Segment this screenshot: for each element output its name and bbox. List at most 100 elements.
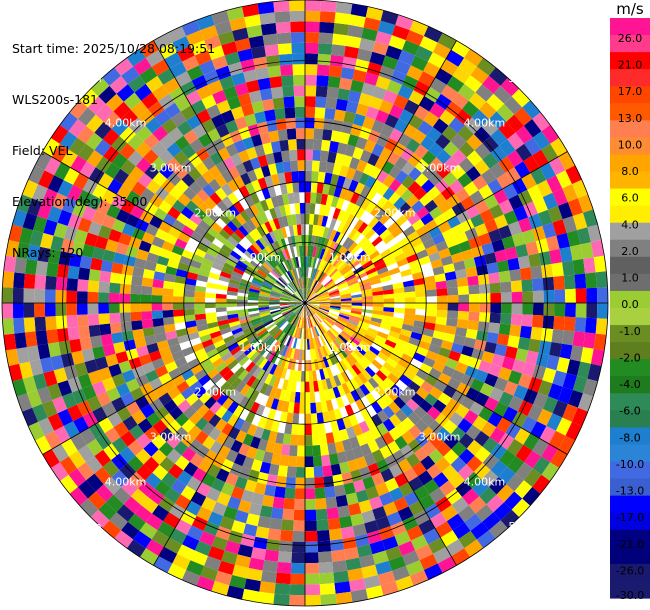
velocity-bin <box>284 107 296 119</box>
velocity-bin <box>507 132 525 150</box>
velocity-bin <box>295 128 305 139</box>
velocity-bin <box>341 211 351 224</box>
velocity-bin <box>350 123 363 137</box>
velocity-bin <box>256 252 267 263</box>
velocity-bin <box>415 45 433 62</box>
velocity-bin <box>295 327 300 339</box>
velocity-bin <box>443 141 459 157</box>
velocity-bin <box>479 101 497 119</box>
velocity-bin <box>325 239 333 251</box>
velocity-bin <box>423 26 443 43</box>
velocity-bin <box>230 216 242 229</box>
velocity-bin <box>269 307 281 311</box>
velocity-bin <box>473 255 487 267</box>
velocity-bin <box>393 496 409 512</box>
velocity-bin <box>354 361 365 373</box>
velocity-bin <box>363 243 375 254</box>
velocity-bin <box>245 361 256 373</box>
velocity-bin <box>355 250 367 261</box>
velocity-bin <box>94 121 112 140</box>
velocity-bin <box>233 175 245 189</box>
velocity-bin <box>491 353 505 367</box>
velocity-bin <box>288 369 295 381</box>
velocity-bin <box>424 374 438 387</box>
velocity-bin <box>372 220 384 233</box>
azimuth-spoke <box>304 302 568 455</box>
velocity-bin <box>308 293 317 301</box>
velocity-bin <box>307 278 311 289</box>
velocity-bin <box>290 348 296 360</box>
velocity-bin <box>283 288 294 295</box>
velocity-bin <box>201 94 217 110</box>
velocity-bin <box>432 266 445 276</box>
velocity-bin <box>344 326 355 335</box>
velocity-bin <box>172 553 191 570</box>
velocity-bin <box>253 324 265 332</box>
velocity-bin <box>305 498 316 510</box>
velocity-bin <box>229 575 247 589</box>
velocity-bin <box>407 438 422 454</box>
velocity-bin <box>37 386 52 404</box>
velocity-bin <box>71 350 85 365</box>
velocity-bin <box>252 366 263 378</box>
velocity-bin <box>419 363 433 375</box>
velocity-bin <box>273 376 281 389</box>
velocity-bin <box>432 42 452 60</box>
velocity-bin <box>388 414 402 428</box>
velocity-bin <box>314 117 325 130</box>
velocity-bin <box>77 217 92 233</box>
velocity-bin <box>45 275 57 290</box>
velocity-bin <box>246 219 257 231</box>
velocity-bin <box>44 430 62 450</box>
velocity-bin <box>416 206 430 220</box>
velocity-bin <box>267 244 277 255</box>
velocity-bin <box>163 399 178 413</box>
colorbar-segment <box>610 512 650 531</box>
velocity-bin <box>175 268 188 278</box>
velocity-bin <box>308 297 319 302</box>
velocity-bin <box>146 412 161 427</box>
velocity-bin <box>360 314 372 321</box>
velocity-bin <box>262 494 275 508</box>
velocity-bin <box>328 410 337 422</box>
velocity-bin <box>136 464 153 481</box>
velocity-bin <box>286 412 294 424</box>
velocity-bin <box>384 257 397 267</box>
velocity-bin <box>145 117 162 134</box>
velocity-bin <box>353 113 366 127</box>
velocity-bin <box>307 328 311 339</box>
velocity-bin <box>546 354 560 371</box>
velocity-bin <box>53 367 68 384</box>
velocity-bin <box>200 565 218 581</box>
velocity-bin <box>440 59 459 76</box>
velocity-bin <box>294 203 301 215</box>
velocity-bin <box>173 289 185 297</box>
velocity-bin <box>181 369 195 381</box>
velocity-bin <box>533 392 548 409</box>
velocity-bin <box>325 355 333 367</box>
velocity-bin <box>305 306 309 318</box>
velocity-bin <box>319 297 330 301</box>
velocity-bin <box>113 487 131 505</box>
velocity-bin <box>298 306 304 317</box>
velocity-bin <box>363 380 375 393</box>
velocity-bin <box>543 303 555 317</box>
velocity-bin <box>451 497 469 514</box>
velocity-bin <box>239 340 250 350</box>
velocity-bin <box>177 120 193 136</box>
velocity-bin <box>290 257 296 269</box>
velocity-bin <box>443 263 456 274</box>
velocity-bin <box>98 292 110 303</box>
velocity-bin <box>55 303 67 317</box>
velocity-bin <box>425 350 439 362</box>
colorbar-segment <box>610 222 650 241</box>
velocity-bin <box>33 373 48 390</box>
velocity-bin <box>294 316 300 327</box>
velocity-bin <box>566 230 581 247</box>
velocity-bin <box>235 430 247 444</box>
velocity-bin <box>158 392 173 406</box>
velocity-bin <box>290 246 296 258</box>
velocity-bin <box>23 288 35 303</box>
velocity-bin <box>473 339 487 351</box>
velocity-bin <box>470 66 489 85</box>
